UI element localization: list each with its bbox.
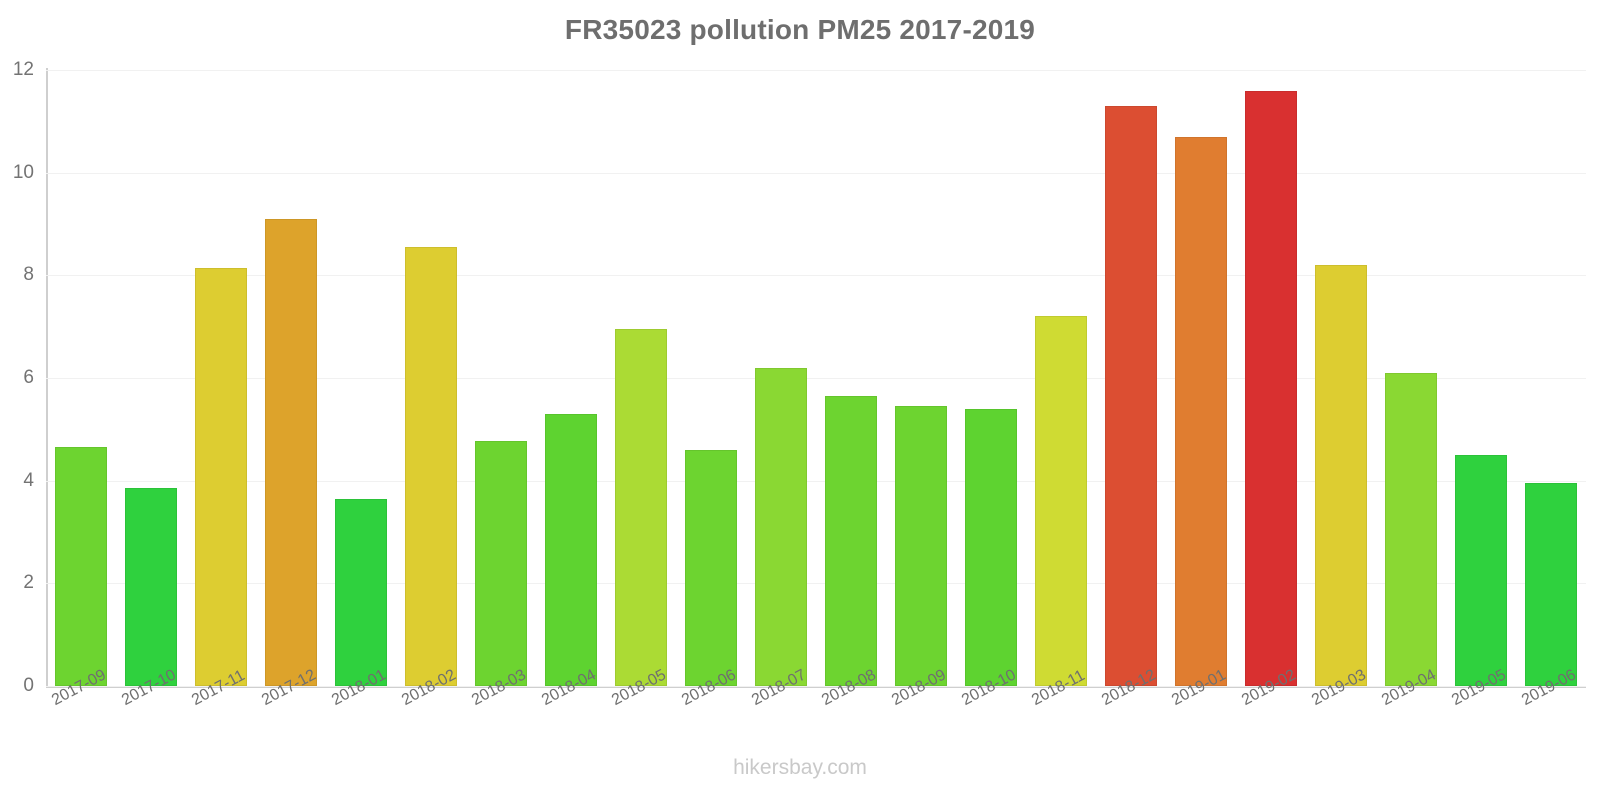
y-tick-label-0: 0 [23, 675, 34, 696]
gridline-8 [46, 275, 1586, 277]
bar-2017-10[interactable] [125, 488, 177, 686]
gridline-4 [46, 480, 1586, 482]
bar-2019-01[interactable] [1175, 136, 1227, 686]
bar-2018-05[interactable] [615, 329, 667, 686]
watermark: hikersbay.com [733, 756, 867, 779]
bar-2018-04[interactable] [545, 413, 597, 686]
y-tick-label-6: 6 [23, 367, 34, 388]
bar-2018-07[interactable] [755, 367, 807, 686]
bar-2017-12[interactable] [265, 218, 317, 686]
y-tick-label-12: 12 [12, 59, 34, 80]
bar-2019-02[interactable] [1245, 90, 1297, 686]
bar-2018-09[interactable] [895, 406, 947, 686]
bar-2018-03[interactable] [475, 440, 527, 686]
bar-2018-08[interactable] [825, 395, 877, 686]
bar-2019-05[interactable] [1455, 455, 1507, 686]
x-axis-line [46, 686, 1586, 688]
bar-2019-04[interactable] [1385, 372, 1437, 686]
gridline-2 [46, 583, 1586, 585]
y-axis-tick-labels: 0 2 4 6 8 10 12 [0, 0, 40, 800]
bar-2018-02[interactable] [405, 247, 457, 686]
bar-2017-09[interactable] [55, 447, 107, 686]
bar-2019-03[interactable] [1315, 265, 1367, 686]
gridline-10 [46, 172, 1586, 174]
y-tick-label-4: 4 [23, 469, 34, 491]
bar-2019-06[interactable] [1525, 483, 1577, 686]
gridline-6 [46, 378, 1586, 379]
y-tick-label-2: 2 [23, 572, 34, 594]
gridline-12 [46, 70, 1586, 71]
bar-2017-11[interactable] [195, 267, 247, 686]
y-tick-label-10: 10 [12, 161, 34, 183]
bar-2018-01[interactable] [335, 498, 387, 686]
plot-area [46, 70, 1586, 687]
bar-2018-06[interactable] [685, 449, 737, 686]
bar-2018-10[interactable] [965, 408, 1017, 686]
y-tick-label-8: 8 [23, 264, 34, 286]
bar-2018-11[interactable] [1035, 316, 1087, 686]
chart-title: FR35023 pollution PM25 2017-2019 [564, 14, 1036, 45]
gridline-0 [46, 686, 1586, 687]
bar-series [46, 70, 1586, 686]
bar-2018-12[interactable] [1105, 105, 1157, 686]
